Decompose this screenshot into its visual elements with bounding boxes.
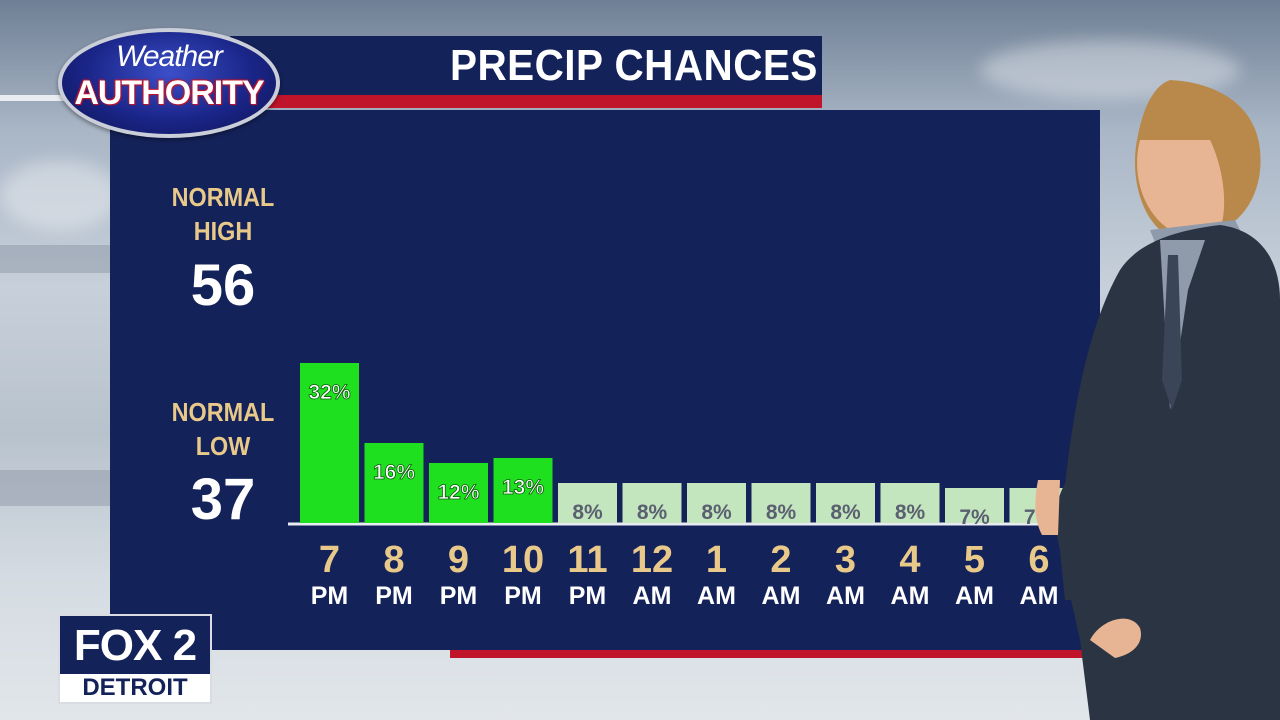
- forecast-board: [110, 110, 1100, 650]
- x-tick-period: AM: [826, 582, 865, 610]
- bar-value-label: 13%: [502, 476, 544, 499]
- cloud-decoration: [0, 160, 120, 230]
- bar-value-label: 8%: [637, 501, 668, 524]
- studio-beam: [0, 470, 110, 506]
- x-tick-period: PM: [504, 582, 542, 610]
- precip-bar: [364, 443, 424, 523]
- x-tick-period: AM: [697, 582, 736, 610]
- x-tick-period: PM: [569, 582, 607, 610]
- bar-value-label: 32%: [308, 381, 350, 404]
- presenter: [1035, 80, 1280, 720]
- station-name: FOX 2: [73, 621, 197, 670]
- precip-bar: [300, 363, 359, 523]
- x-tick-hour: 10: [502, 539, 544, 581]
- title-bar: [230, 36, 822, 96]
- x-tick-period: AM: [762, 582, 801, 610]
- x-tick-hour: 1: [706, 539, 727, 581]
- precip-bar: [751, 483, 811, 523]
- logo-line-1: Weather: [116, 40, 223, 73]
- precip-bar: [558, 483, 617, 523]
- bar-value-label: 16%: [373, 461, 415, 484]
- chart-title: PRECIP CHANCES: [450, 41, 818, 90]
- normal-high-value: 56: [190, 253, 256, 318]
- bar-value-label: 8%: [766, 501, 797, 524]
- x-tick-hour: 11: [567, 539, 607, 581]
- normal-low-label-1: NORMAL: [171, 397, 275, 427]
- studio-beam: [0, 245, 110, 273]
- logo-line-2: AUTHORITY: [74, 74, 264, 112]
- normal-high-label-2: HIGH: [193, 216, 253, 246]
- x-tick-hour: 5: [964, 539, 985, 581]
- x-tick-period: AM: [955, 582, 994, 610]
- x-tick-period: AM: [633, 582, 672, 610]
- bottom-red-stripe: [450, 650, 1090, 658]
- bar-value-label: 8%: [701, 501, 732, 524]
- precip-bar: [880, 483, 940, 523]
- x-tick-period: PM: [440, 582, 478, 610]
- x-tick-hour: 9: [448, 539, 469, 581]
- x-tick-hour: 6: [1028, 539, 1049, 581]
- title-red-stripe: [262, 95, 822, 108]
- x-tick-hour: 12: [631, 539, 673, 581]
- precip-bar: [945, 488, 1004, 523]
- station-city: DETROIT: [60, 674, 210, 702]
- precip-bar: [429, 463, 488, 523]
- precip-bar: [687, 483, 746, 523]
- precip-bar: [493, 458, 553, 523]
- x-tick-hour: 4: [899, 539, 920, 581]
- weather-authority-logo: Weather AUTHORITY: [58, 28, 280, 138]
- bar-value-label: 12%: [437, 481, 479, 504]
- precip-bar: [622, 483, 682, 523]
- x-tick-hour: 7: [319, 539, 340, 581]
- bar-value-label: 8%: [572, 501, 603, 524]
- x-tick-period: AM: [891, 582, 930, 610]
- normal-low-value: 37: [190, 467, 256, 532]
- x-tick-hour: 3: [835, 539, 856, 581]
- bar-value-label: 7%: [959, 506, 990, 529]
- normal-low-label-2: LOW: [195, 431, 251, 461]
- x-tick-period: PM: [375, 582, 413, 610]
- x-tick-period: PM: [311, 582, 349, 610]
- x-tick-period: AM: [1020, 582, 1059, 610]
- bar-value-label: 8%: [895, 501, 926, 524]
- bar-value-label: 8%: [830, 501, 861, 524]
- x-tick-hour: 2: [770, 539, 791, 581]
- normal-high-label-1: NORMAL: [171, 182, 275, 212]
- precip-bar: [816, 483, 875, 523]
- x-tick-hour: 8: [383, 539, 404, 581]
- station-bug: FOX 2 DETROIT: [58, 614, 212, 704]
